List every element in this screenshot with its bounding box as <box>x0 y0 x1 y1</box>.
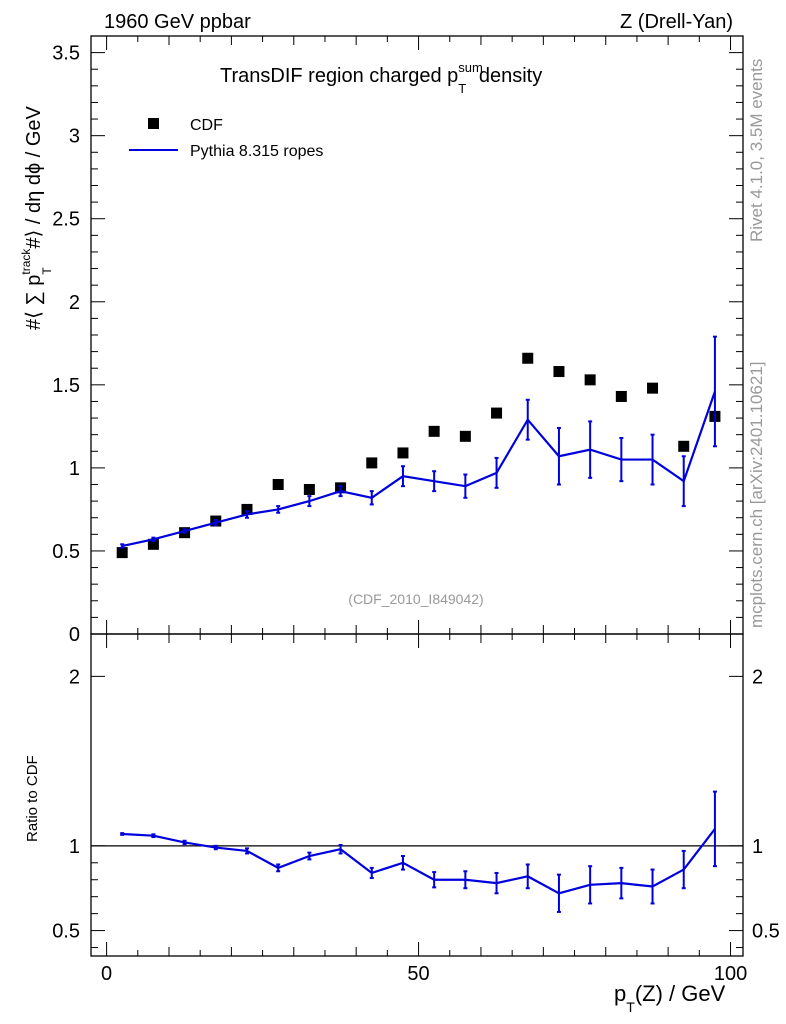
main-y-tick-label: 0 <box>69 624 80 646</box>
rivet-version-label: Rivet 4.1.0, 3.5M events <box>747 59 766 242</box>
main-y-axis-label: #⟨ ∑ p track T #⟩ / dη dϕ / GeV <box>19 105 54 330</box>
header-left-label: 1960 GeV ppbar <box>104 11 251 33</box>
legend-label-cdf: CDF <box>190 117 223 134</box>
cdf-data-point <box>116 547 128 559</box>
analysis-id-label: (CDF_2010_I849042) <box>348 591 483 607</box>
x-tick-label: 100 <box>714 963 747 985</box>
x-tick-label: 0 <box>101 963 112 985</box>
cdf-data-point <box>615 390 627 402</box>
main-plot-frame <box>90 35 744 635</box>
y-label-text: #⟨ ∑ p <box>23 275 45 330</box>
ratio-y-tick-label: 0.5 <box>52 921 80 943</box>
title-subscript: T <box>458 81 466 96</box>
ratio-y-tick-label: 2 <box>69 666 80 688</box>
x-tick-label: 50 <box>407 963 429 985</box>
title-superscript: sum <box>458 60 483 75</box>
pythia-line <box>121 391 716 548</box>
y-label-superscript: track <box>19 248 33 275</box>
title-suffix: density <box>479 65 542 87</box>
ratio-y-tick-label-right: 1 <box>752 836 763 858</box>
main-axis-ticks: 0 0.5 1 1.5 2 2.5 3 3.5 <box>52 35 743 646</box>
cdf-data-point <box>147 538 159 550</box>
main-plot-data <box>116 335 721 559</box>
cdf-data-point <box>241 503 253 515</box>
mcplots-label: mcplots.cern.ch [arXiv:2401.10621] <box>747 362 766 628</box>
y-label-subscript: T <box>40 267 54 275</box>
cdf-data-point <box>366 457 378 469</box>
main-y-tick-label: 1 <box>69 458 80 480</box>
main-y-tick-label: 2 <box>69 292 80 314</box>
header-right-label: Z (Drell-Yan) <box>620 11 733 33</box>
x-label-suffix: (Z) / GeV <box>635 981 726 1006</box>
main-y-tick-label: 0.5 <box>52 541 80 563</box>
main-title: TransDIF region charged p sum T density <box>220 60 542 96</box>
legend-label-pythia: Pythia 8.315 ropes <box>190 143 323 160</box>
main-y-tick-label: 3.5 <box>52 43 80 65</box>
x-label-text: p <box>614 981 626 1006</box>
main-y-tick-label: 1.5 <box>52 375 80 397</box>
ratio-y-axis-label: Ratio to CDF <box>24 755 41 842</box>
cdf-data-point <box>428 425 440 437</box>
cdf-data-point <box>459 430 471 442</box>
cdf-data-point <box>584 374 596 386</box>
title-text: TransDIF region charged p <box>220 65 458 87</box>
cdf-data-point <box>272 479 284 490</box>
x-label-subscript: T <box>626 999 635 1015</box>
legend-marker-cdf <box>148 118 159 129</box>
ratio-y-tick-label: 1 <box>69 836 80 858</box>
main-y-tick-label: 2.5 <box>52 209 80 231</box>
cdf-data-point <box>522 352 534 364</box>
cdf-data-point <box>303 483 315 495</box>
cdf-data-point <box>553 366 565 378</box>
cdf-data-point <box>491 407 503 419</box>
ratio-plot-data <box>120 790 717 913</box>
ratio-y-tick-label-right: 2 <box>752 666 763 688</box>
cdf-data-point <box>647 382 659 394</box>
ratio-line <box>122 828 716 895</box>
y-label-suffix: #⟩ / dη dϕ / GeV <box>23 105 45 248</box>
cdf-data-point <box>397 447 409 459</box>
x-axis-label: p T (Z) / GeV <box>614 981 726 1015</box>
main-y-tick-label: 3 <box>69 126 80 148</box>
legend: CDF Pythia 8.315 ropes <box>129 117 323 160</box>
cdf-data-point <box>678 440 690 452</box>
ratio-y-tick-label-right: 0.5 <box>752 921 780 943</box>
ratio-plot-frame <box>90 633 744 957</box>
